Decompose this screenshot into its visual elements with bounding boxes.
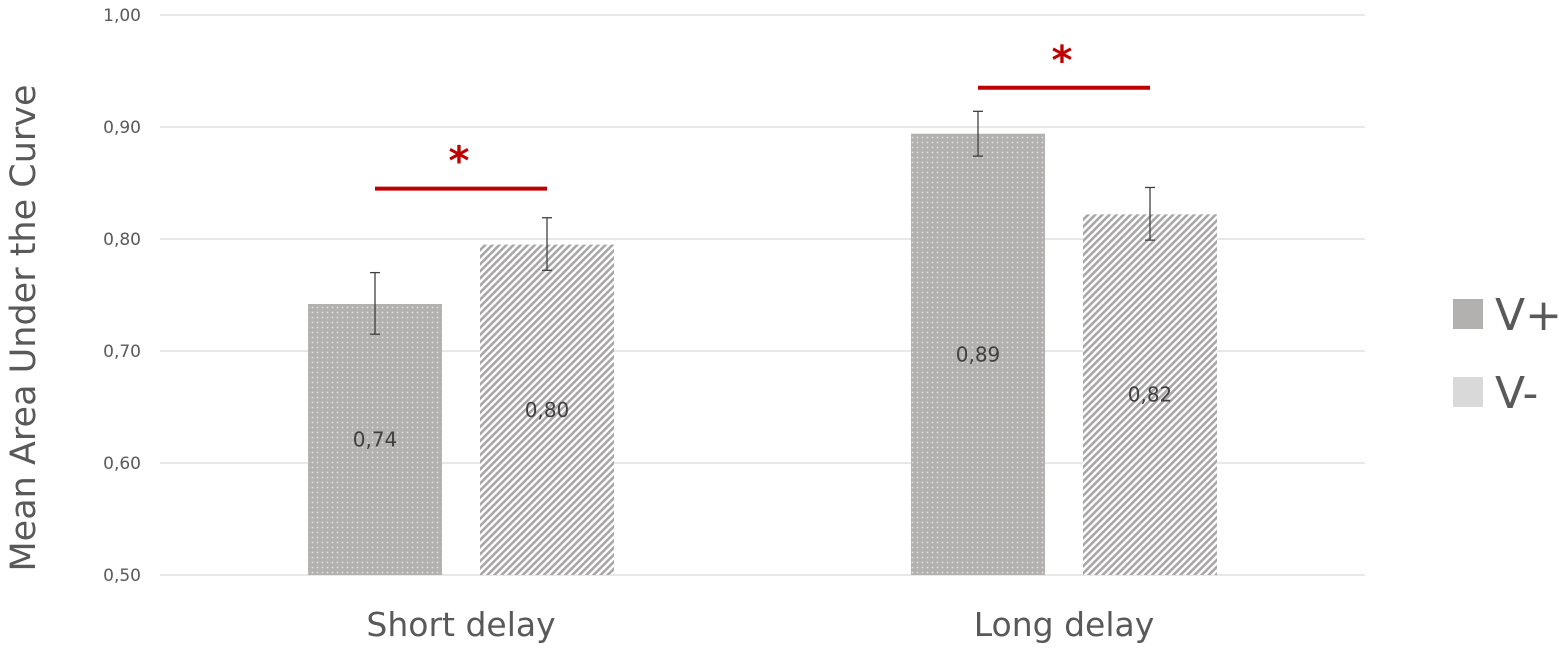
value-labels: 0,74 0,89 0,80 0,82 [353, 342, 1173, 451]
bar-vminus-0 [480, 244, 614, 575]
bar-vplus-1 [911, 133, 1045, 575]
data-label: 0,74 [353, 427, 398, 451]
legend-item: V- [1453, 368, 1538, 419]
legend: V+ V- [1453, 290, 1559, 419]
data-label: 0,82 [1128, 383, 1173, 407]
bar-vplus-0 [308, 303, 442, 575]
significance-asterisk: * [1052, 38, 1073, 84]
bar-vminus-1 [1083, 214, 1217, 576]
x-category-label: Long delay [974, 605, 1155, 644]
category-labels: Short delay Long delay [366, 605, 1154, 644]
legend-label: V+ [1495, 290, 1559, 341]
significance-markers: ** [375, 38, 1150, 191]
significance-asterisk: * [449, 139, 470, 185]
y-tick-label: 0,80 [103, 230, 141, 250]
error-bar [370, 271, 380, 335]
y-tick-label: 0,50 [103, 566, 141, 586]
y-tick-label: 0,60 [103, 454, 141, 474]
legend-swatch [1453, 377, 1483, 407]
x-category-label: Short delay [366, 605, 555, 644]
error-bars [370, 110, 1155, 335]
error-bar [1145, 186, 1155, 241]
y-tick-label: 0,70 [103, 342, 141, 362]
legend-item: V+ [1453, 290, 1559, 341]
y-tick-labels: 0,50 0,60 0,70 0,80 0,90 1,00 [103, 6, 141, 586]
y-tick-label: 0,90 [103, 118, 141, 138]
y-tick-label: 1,00 [103, 6, 141, 26]
legend-label: V- [1495, 368, 1538, 419]
error-bar [542, 217, 552, 272]
y-axis-title: Mean Area Under the Curve [4, 84, 44, 571]
error-bar [973, 110, 983, 157]
bars [308, 133, 1217, 576]
data-label: 0,80 [525, 398, 570, 422]
data-label: 0,89 [956, 342, 1001, 366]
legend-swatch [1453, 299, 1483, 329]
